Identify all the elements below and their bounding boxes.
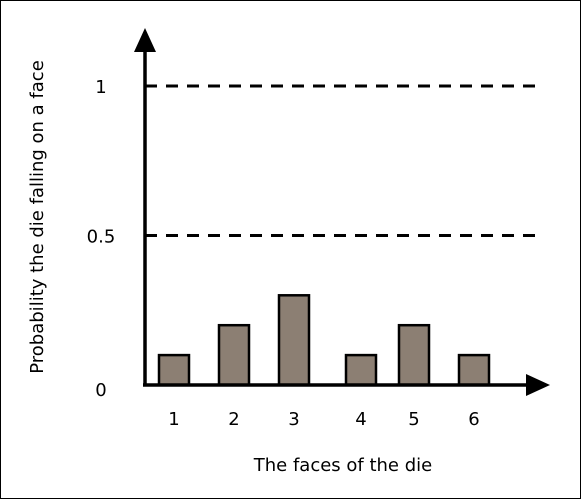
bar-face-6 <box>457 353 491 387</box>
bar-face-1 <box>157 353 191 387</box>
x-tick-label-4: 4 <box>355 409 366 430</box>
y-axis-label: Probability the die falling on a face <box>27 60 48 374</box>
x-tick-labels: 1 2 3 4 5 6 <box>168 409 479 430</box>
x-tick-label-3: 3 <box>288 409 299 430</box>
x-axis-label: The faces of the die <box>253 455 432 476</box>
bar-face-4 <box>344 353 378 387</box>
bar-face-5 <box>397 323 431 387</box>
y-axis-arrowhead <box>134 28 156 52</box>
y-tick-labels: 00.51 <box>87 77 116 401</box>
x-tick-label-6: 6 <box>468 409 479 430</box>
bar-face-2 <box>217 323 251 387</box>
x-tick-label-5: 5 <box>408 409 419 430</box>
bar-face-3 <box>277 294 311 387</box>
x-tick-label-2: 2 <box>228 409 239 430</box>
reference-lines <box>145 84 540 237</box>
x-axis-arrowhead <box>526 374 550 396</box>
y-tick-label-1: 1 <box>95 77 106 98</box>
y-tick-label-0: 0 <box>95 380 106 401</box>
x-tick-label-1: 1 <box>168 409 179 430</box>
bars <box>157 294 491 387</box>
y-tick-label-0-5: 0.5 <box>87 227 116 248</box>
